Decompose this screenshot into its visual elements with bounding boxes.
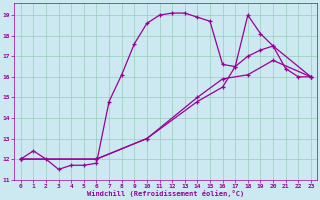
X-axis label: Windchill (Refroidissement éolien,°C): Windchill (Refroidissement éolien,°C) <box>87 190 244 197</box>
